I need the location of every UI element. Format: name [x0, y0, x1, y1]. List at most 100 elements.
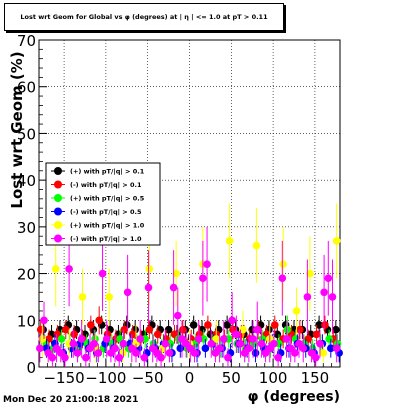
data-point [98, 269, 107, 278]
data-point [190, 349, 199, 357]
data-point [69, 339, 78, 348]
x-tick-label: 50 [222, 369, 241, 387]
x-tick-label: −150 [43, 369, 84, 387]
data-point [324, 274, 333, 283]
data-point [73, 349, 82, 357]
data-point [199, 274, 207, 283]
data-point [223, 321, 231, 329]
y-tick-label: 50 [17, 125, 36, 143]
data-point [299, 344, 308, 353]
data-point [321, 321, 329, 329]
data-point [332, 325, 340, 334]
legend-label: (-) with pT/|q| > 0.5 [70, 208, 142, 217]
y-tick-label: 40 [17, 172, 36, 190]
data-point [57, 335, 66, 343]
data-point [145, 325, 154, 334]
data-point [164, 325, 173, 334]
data-point [292, 307, 301, 315]
data-point [40, 316, 48, 325]
data-point [136, 335, 144, 343]
data-point [291, 349, 299, 357]
data-point [249, 335, 257, 343]
data-point [179, 325, 187, 334]
y-tick-label: 70 [17, 32, 36, 50]
data-point [65, 265, 73, 273]
data-point [36, 325, 45, 334]
legend-label: (+) with pT/|q| > 1.0 [70, 222, 145, 231]
data-point [128, 330, 137, 339]
data-point [78, 293, 87, 301]
data-point [236, 339, 245, 348]
data-point [312, 330, 321, 339]
data-point [70, 330, 78, 339]
data-point [253, 325, 262, 334]
x-tick-label: 0 [185, 369, 195, 387]
data-point [232, 330, 241, 339]
data-point [115, 353, 124, 362]
data-point [189, 321, 198, 329]
data-point [165, 349, 174, 357]
data-point [279, 260, 287, 269]
data-point [94, 349, 103, 357]
x-tick-label: −50 [132, 369, 164, 387]
data-point [306, 269, 314, 278]
y-tick-label: 10 [17, 312, 36, 330]
series-group [36, 226, 341, 367]
data-point [239, 325, 247, 334]
data-point [315, 321, 323, 329]
data-point [332, 344, 341, 353]
legend-marker [54, 207, 62, 216]
data-point [102, 335, 111, 343]
legend-marker [54, 234, 62, 243]
data-point [245, 344, 253, 353]
data-point [203, 260, 211, 269]
data-point [282, 335, 291, 343]
data-point [140, 353, 149, 362]
data-point [201, 344, 210, 353]
data-point [161, 339, 170, 348]
x-tick-label: 100 [259, 369, 288, 387]
data-point [132, 349, 140, 357]
x-axis-label: φ (degrees) [248, 389, 340, 405]
data-point [87, 321, 95, 329]
data-point [157, 353, 165, 362]
y-axis-label: Lost wrt Geom (%) [8, 51, 26, 208]
y-tick-label: 0 [26, 359, 36, 377]
data-point [173, 311, 182, 320]
legend-marker [54, 167, 62, 175]
legend-box [45, 162, 161, 246]
data-point [257, 339, 266, 348]
data-point [283, 325, 292, 334]
data-point [270, 321, 279, 329]
data-point [303, 293, 312, 301]
data-point [36, 344, 44, 353]
data-point [207, 339, 216, 348]
data-point [212, 335, 221, 343]
data-point [48, 353, 57, 362]
data-point [90, 339, 98, 348]
data-point [144, 283, 153, 292]
data-point [252, 241, 261, 250]
data-point [327, 344, 335, 353]
legend-marker [54, 194, 62, 202]
data-point [296, 325, 304, 334]
data-point [82, 353, 90, 362]
legend-label: (+) with pT/|q| > 0.5 [70, 195, 145, 204]
data-point [274, 353, 282, 362]
y-tick-label: 60 [17, 79, 36, 97]
data-point [172, 269, 180, 278]
x-tick-label: 150 [301, 369, 330, 387]
axes: 0 10 20 30 40 50 60 70 −150 −100 −50 0 50 100 150 [17, 32, 333, 387]
data-point [319, 349, 328, 357]
data-point [61, 325, 70, 334]
data-point [278, 274, 287, 283]
x-tick-label: −100 [85, 369, 126, 387]
data-point [61, 353, 69, 362]
data-point [111, 344, 119, 353]
data-point [105, 293, 114, 301]
data-point [153, 330, 162, 339]
data-point [119, 339, 128, 348]
data-point [120, 325, 129, 334]
data-point [224, 353, 232, 362]
